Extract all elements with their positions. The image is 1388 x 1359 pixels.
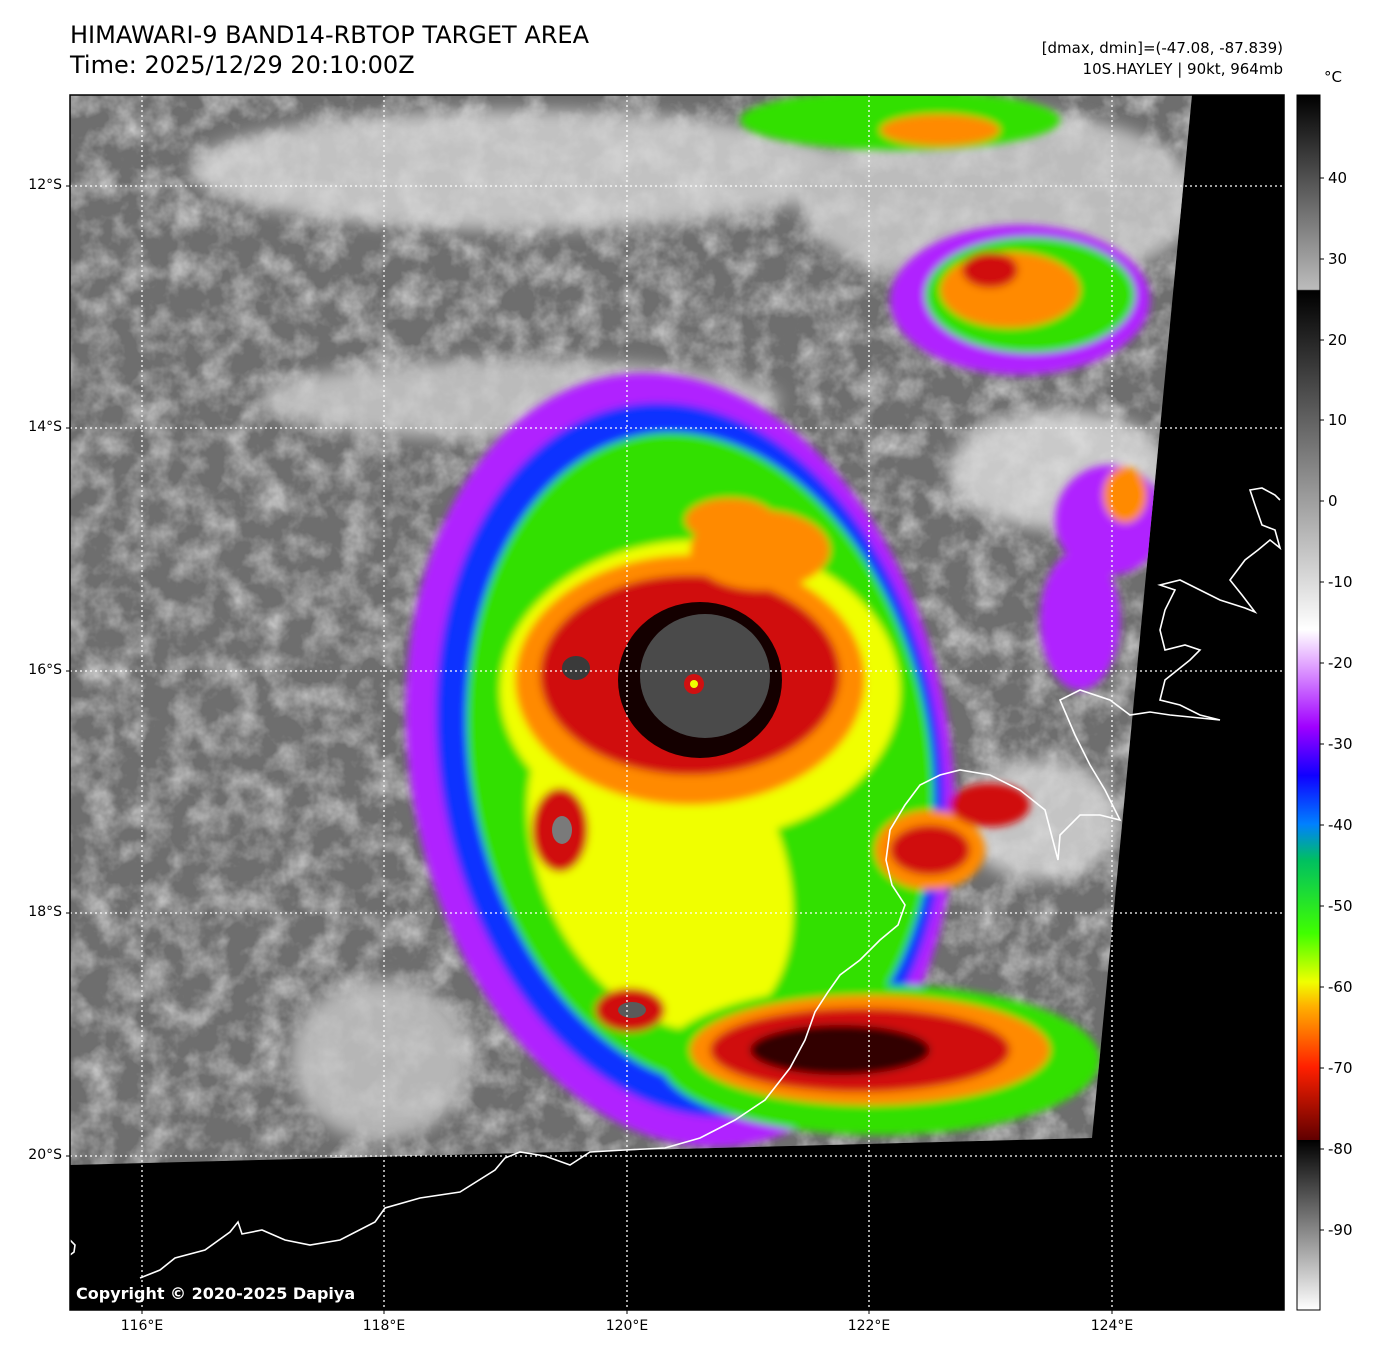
colorbar-tick-label: -50: [1328, 897, 1353, 915]
colorbar-tick-label: 40: [1328, 169, 1348, 187]
chart-title: HIMAWARI-9 BAND14-RBTOP TARGET AREA Time…: [70, 20, 589, 80]
lon-label-120e: 120°E: [605, 1318, 649, 1334]
colorbar-tick-label: -20: [1328, 654, 1353, 672]
colorbar-tick-label: 0: [1328, 492, 1338, 510]
colorbar-tick-label: -30: [1328, 735, 1353, 753]
lon-label-124e: 124°E: [1090, 1318, 1134, 1334]
colorbar-tick-label: -70: [1328, 1059, 1353, 1077]
colorbar-tick-label: 30: [1328, 250, 1348, 268]
satellite-swath: [70, 95, 1192, 1165]
coastline: [70, 487, 1282, 1279]
meta-line-2: 10S.HAYLEY | 90kt, 964mb: [1082, 60, 1283, 78]
colorbar-tick-label: -60: [1328, 978, 1353, 996]
lat-label-18s: 18°S: [28, 904, 62, 920]
colorbar: [1296, 94, 1321, 1311]
colorbar-tick-label: 20: [1328, 331, 1348, 349]
storm-meta: [dmax, dmin]=(-47.08, -87.839) 10S.HAYLE…: [1042, 38, 1283, 80]
colorbar-ticks: [1320, 177, 1324, 1231]
lon-label-118e: 118°E: [362, 1318, 406, 1334]
lon-label-116e: 116°E: [120, 1318, 164, 1334]
colorbar-unit: °C: [1324, 68, 1342, 86]
title-line-2: Time: 2025/12/29 20:10:00Z: [70, 51, 415, 79]
meta-line-1: [dmax, dmin]=(-47.08, -87.839): [1041, 39, 1283, 57]
colorbar-tick-label: -10: [1328, 573, 1353, 591]
lat-label-12s: 12°S: [28, 177, 62, 193]
colorbar-tick-label: 10: [1328, 411, 1348, 429]
colorbar-tick-label: -90: [1328, 1221, 1353, 1239]
gridlines: [70, 95, 1284, 1310]
map-frame: [69, 94, 1285, 1311]
title-line-1: HIMAWARI-9 BAND14-RBTOP TARGET AREA: [70, 21, 590, 49]
copyright-text: Copyright © 2020-2025 Dapiya: [76, 1284, 356, 1303]
lat-label-16s: 16°S: [28, 662, 62, 678]
colorbar-tick-label: -80: [1328, 1140, 1353, 1158]
lon-label-122e: 122°E: [847, 1318, 891, 1334]
colorbar-tick-label: -40: [1328, 816, 1353, 834]
lat-label-20s: 20°S: [28, 1147, 62, 1163]
lat-label-14s: 14°S: [28, 419, 62, 435]
